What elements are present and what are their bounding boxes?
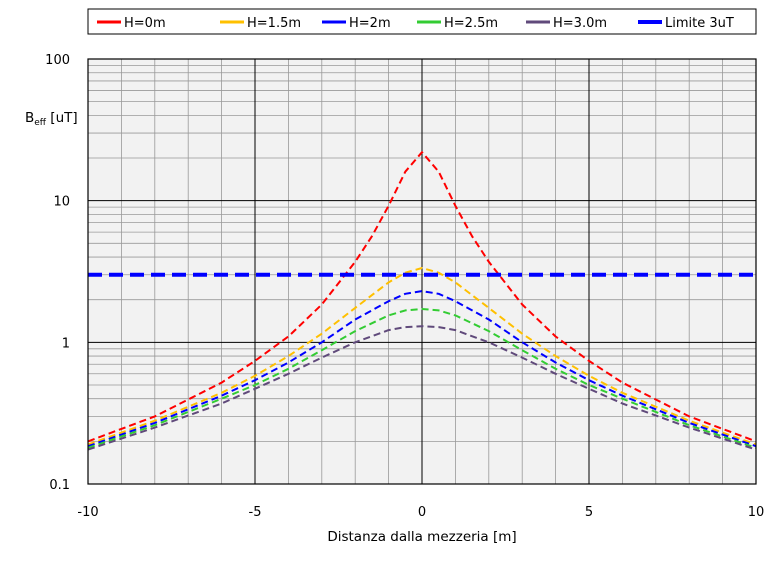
series-layer [87, 151, 757, 451]
x-axis-label: Distanza dalla mezzeria [m] [327, 529, 516, 545]
series-line-1 [87, 267, 757, 446]
y-tick-label: 1 [62, 336, 70, 351]
x-tick-label: 5 [585, 505, 593, 520]
series-line-2 [87, 290, 757, 448]
legend-label: H=2.5m [444, 16, 498, 31]
series-line-0 [87, 151, 757, 443]
y-axis-label: Beff [uT] [25, 110, 78, 128]
legend-label: H=2m [349, 16, 391, 31]
axes: -10 -5 0 5 10 0.1 1 10 100 [45, 53, 764, 520]
x-tick-label: -5 [249, 505, 262, 520]
legend: H=0m H=1.5m H=2m H=2.5m H=3.0m Limite 3uT [87, 8, 757, 35]
legend-label: Limite 3uT [665, 16, 734, 31]
x-tick-label: -10 [77, 505, 98, 520]
series-line-3 [87, 308, 757, 449]
y-tick-label: 0.1 [49, 478, 70, 493]
x-tick-label: 10 [748, 505, 765, 520]
y-tick-label: 100 [45, 53, 70, 68]
legend-label: H=1.5m [247, 16, 301, 31]
legend-label: H=0m [124, 16, 166, 31]
x-tick-label: 0 [418, 505, 426, 520]
legend-label: H=3.0m [553, 16, 607, 31]
grid [87, 58, 757, 485]
y-tick-label: 10 [53, 195, 70, 210]
plot-frame [87, 58, 757, 485]
series-line-4 [87, 325, 757, 451]
